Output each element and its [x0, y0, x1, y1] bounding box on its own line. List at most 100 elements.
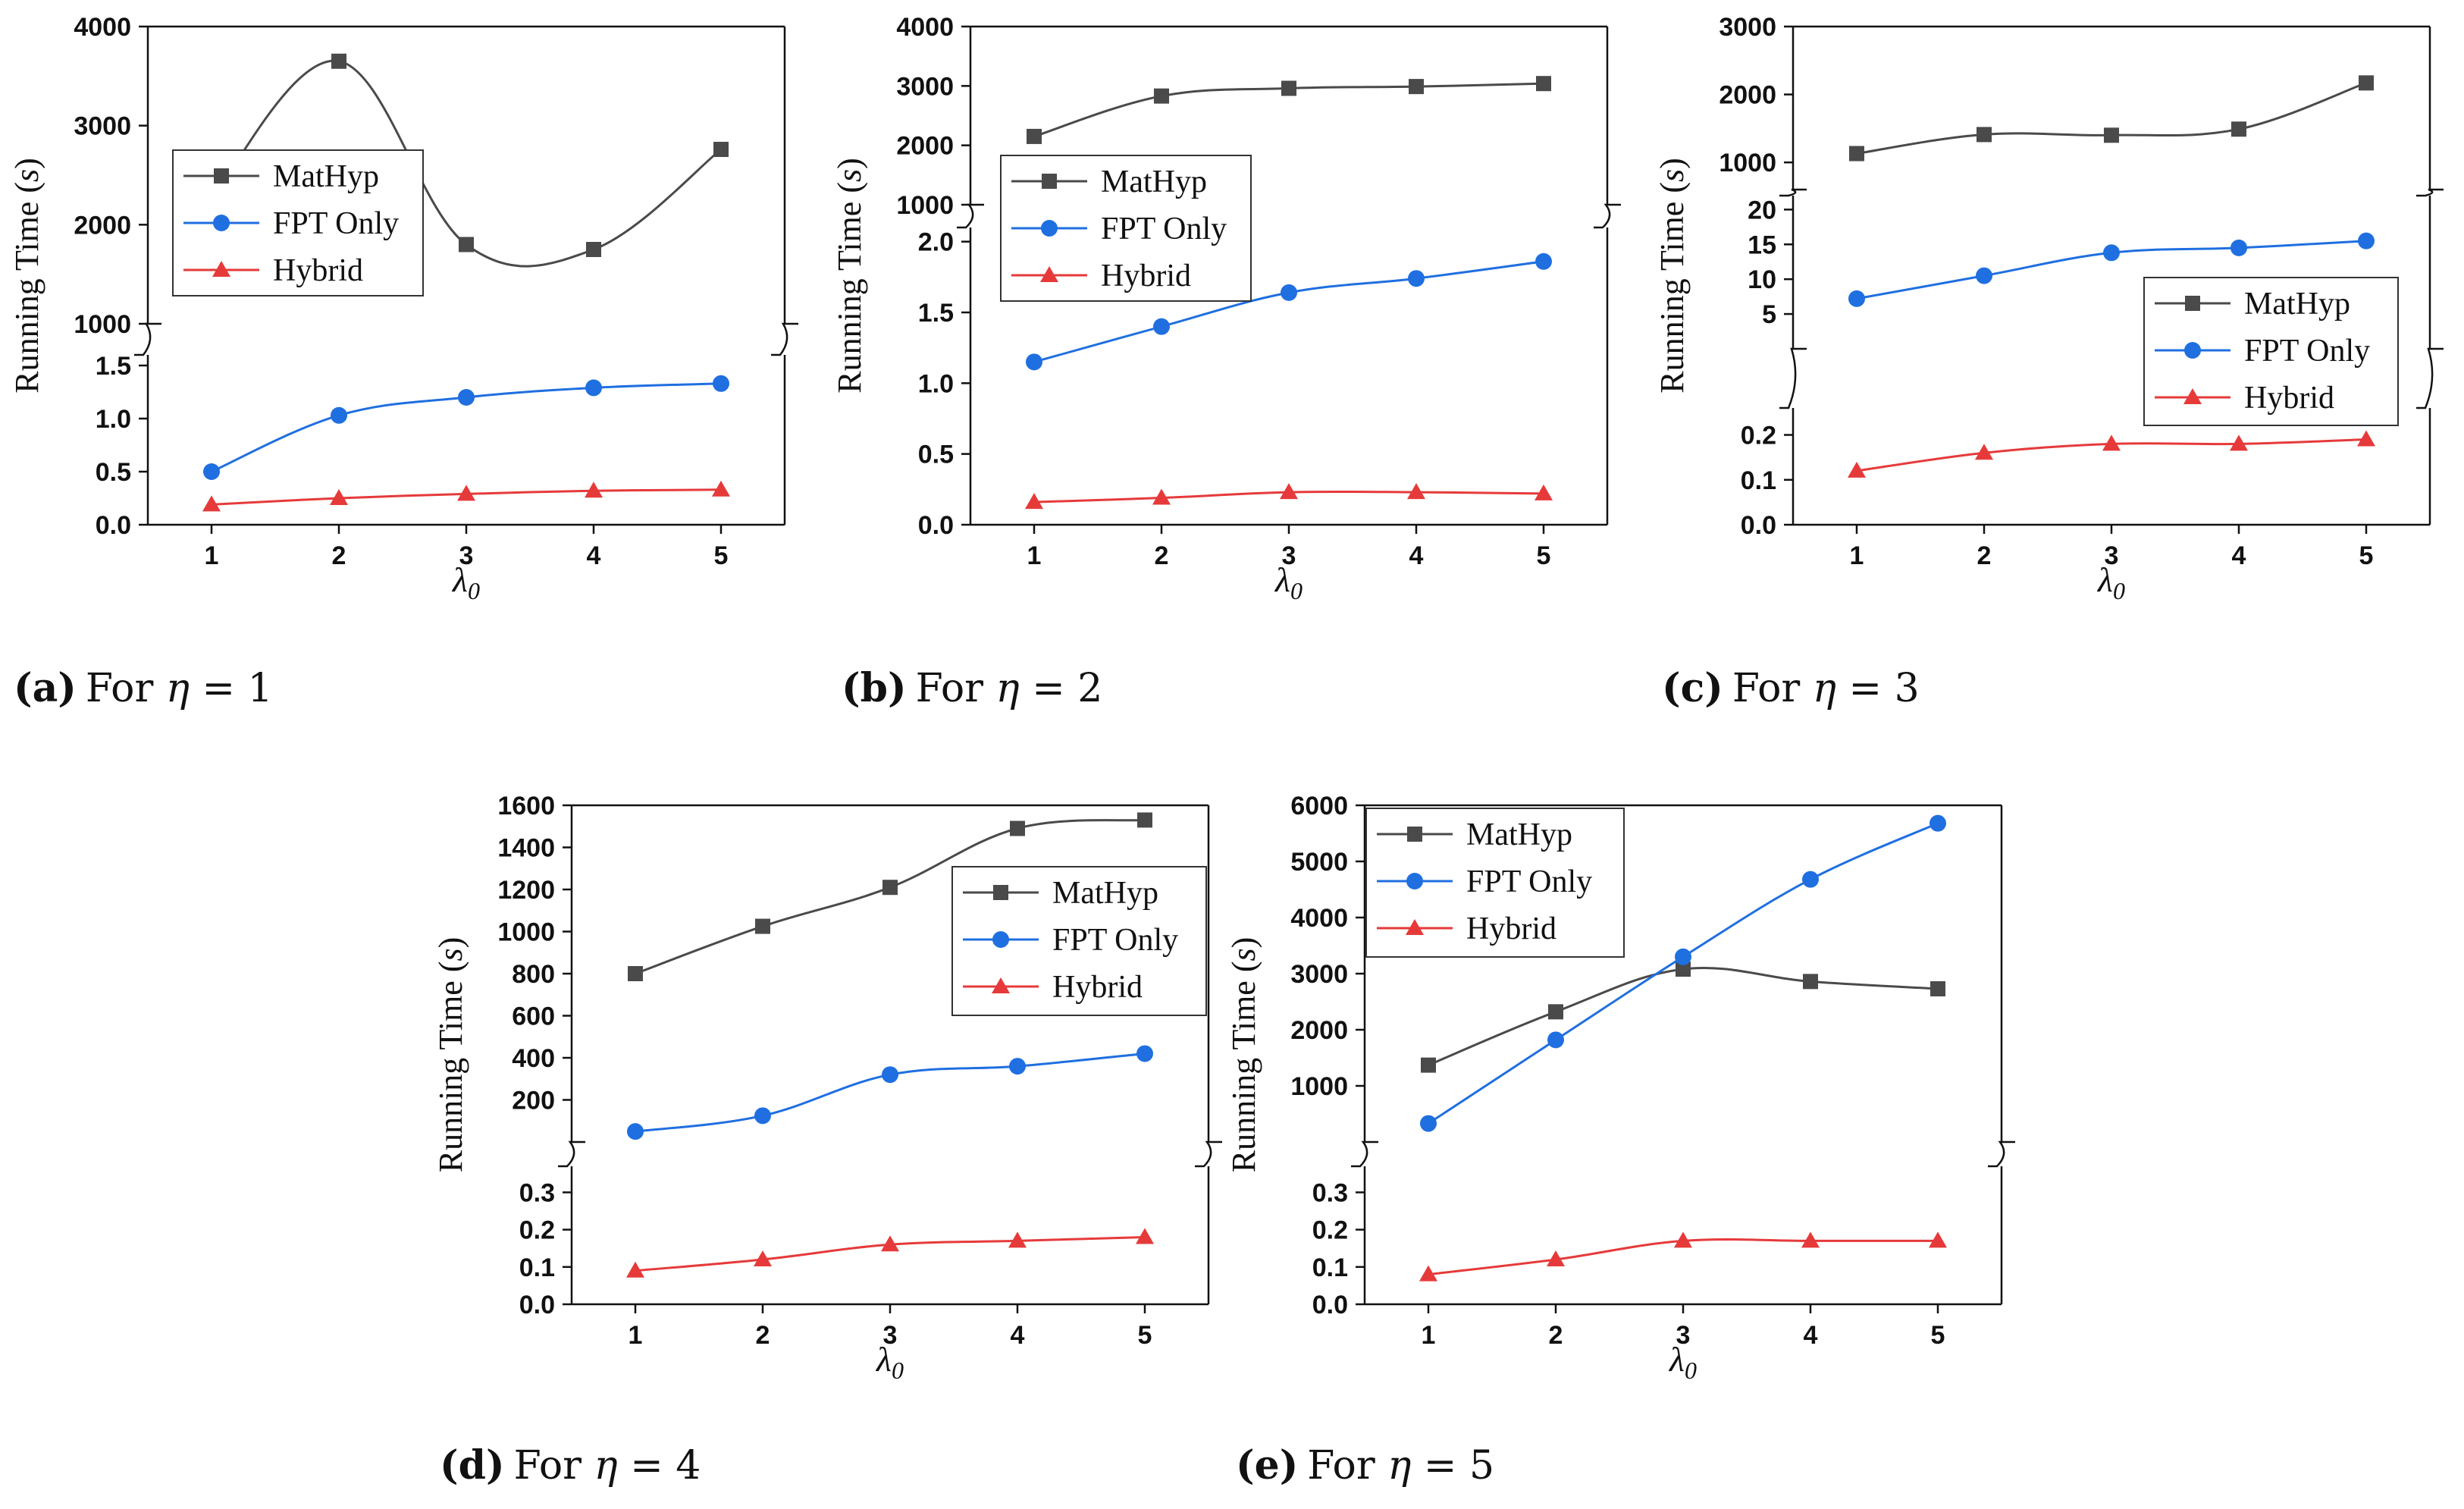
data-point [1407, 483, 1425, 500]
axis-break-left [1779, 188, 1807, 197]
x-tick-label: 4 [1011, 1321, 1025, 1350]
data-point [1535, 253, 1552, 270]
data-point [1408, 270, 1425, 287]
legend-swatch-marker [1042, 174, 1057, 189]
y-axis-label-close: ) [432, 937, 469, 949]
axis-break-left [1351, 1140, 1378, 1168]
legend-label: Hybrid [2244, 381, 2334, 416]
y-tick-label: 1.5 [96, 352, 131, 381]
series-fpt-only [1026, 253, 1552, 371]
x-tick-label: 2 [1549, 1321, 1563, 1350]
data-point [1153, 318, 1170, 335]
axis-break-right [1988, 1140, 2015, 1168]
y-tick-label: 5000 [1290, 848, 1348, 877]
data-point [331, 406, 347, 424]
y-tick-label: 3000 [1290, 960, 1348, 989]
series-line [1428, 966, 1939, 1067]
data-point [882, 880, 898, 896]
data-point [331, 53, 346, 69]
y-axis-label-close: ) [1654, 158, 1691, 169]
x-tick-label: 3 [883, 1321, 898, 1350]
legend-swatch-marker [1041, 220, 1058, 237]
data-point [203, 463, 220, 480]
y-tick-label: 0.1 [519, 1253, 555, 1282]
y-tick-label: 0.0 [96, 511, 131, 540]
data-point [1849, 146, 1864, 162]
y-axis-label: Running Time (s) [1654, 158, 1691, 394]
y-axis-label-close: ) [1225, 937, 1262, 949]
chart-caption: (c) For η = 3 [1662, 665, 1920, 711]
series-mathyp [1849, 75, 2374, 162]
caption-rest: = 3 [1836, 666, 1920, 711]
data-point [713, 142, 729, 158]
y-tick-label: 1000 [896, 191, 954, 220]
y-tick-label: 0.0 [1741, 511, 1776, 540]
y-tick-label: 1000 [1290, 1072, 1348, 1101]
series-line [210, 59, 722, 268]
y-tick-label: 15 [1748, 231, 1776, 259]
data-point [202, 495, 221, 512]
chart-caption: (a) For η = 1 [14, 665, 273, 711]
y-tick-label: 1.0 [96, 405, 131, 434]
caption-rest: = 4 [618, 1443, 701, 1489]
legend: MatHyp FPT Only Hybrid [1365, 808, 1625, 958]
series-hybrid [626, 1228, 1154, 1278]
data-point [1026, 353, 1042, 371]
y-axis-label-unit: s [831, 169, 868, 182]
data-point [1548, 1004, 1563, 1020]
axis-break-left [558, 1140, 585, 1168]
x-tick-label: 5 [1138, 1321, 1152, 1350]
data-point [713, 375, 729, 392]
legend-label: Hybrid [1101, 259, 1191, 293]
data-point [1848, 290, 1865, 307]
data-point [1281, 284, 1297, 301]
x-tick-label: 3 [1282, 541, 1296, 570]
y-tick-label: 800 [512, 960, 555, 989]
data-point [1154, 88, 1169, 104]
data-point [585, 379, 602, 397]
y-tick-label: 0.3 [1312, 1178, 1348, 1207]
y-tick-label: 0.0 [918, 511, 954, 540]
axis-break-right [1195, 1140, 1222, 1168]
y-tick-label: 5 [1762, 300, 1776, 329]
data-point [1675, 948, 1691, 965]
y-tick-label: 2000 [896, 132, 954, 161]
y-tick-label: 4000 [74, 13, 131, 42]
legend-swatch-marker [992, 977, 1010, 993]
axis-break-right [2416, 188, 2444, 197]
legend-label: FPT Only [1052, 923, 1178, 958]
caption-rest: = 5 [1411, 1443, 1494, 1489]
legend: MatHyp FPT Only Hybrid [172, 149, 424, 296]
y-tick-label: 4000 [896, 13, 954, 42]
legend-label: Hybrid [1052, 970, 1143, 1005]
y-axis-label: Running Time (s) [432, 937, 469, 1173]
x-tick-label: 2 [332, 541, 346, 570]
caption-rest: = 2 [1020, 666, 1103, 711]
data-point [1421, 1057, 1436, 1073]
caption-prefix: For [514, 1443, 594, 1489]
x-axis-label-sub: 0 [468, 577, 480, 604]
axis-break-left [134, 322, 161, 356]
y-tick-label: 1000 [74, 310, 131, 339]
legend-swatch-marker [993, 885, 1008, 900]
data-point [2359, 75, 2374, 91]
legend-label: MatHyp [1101, 165, 1207, 199]
legend-label: FPT Only [1101, 212, 1227, 246]
data-point [626, 1261, 644, 1278]
data-point [1674, 1231, 1692, 1248]
series-line [1856, 81, 2367, 155]
data-point [1027, 128, 1042, 144]
x-tick-label: 4 [1409, 541, 1424, 570]
caption-letter: (c) [1662, 665, 1723, 711]
legend-label: MatHyp [1052, 876, 1158, 911]
y-axis-label-main: Running Time ( [831, 182, 868, 394]
caption-symbol: η [1387, 1443, 1411, 1489]
data-point [754, 1107, 771, 1125]
axis-break-right [771, 322, 798, 356]
caption-symbol: η [594, 1443, 618, 1489]
y-tick-label: 4000 [1290, 904, 1348, 933]
x-tick-label: 4 [2232, 541, 2246, 570]
y-tick-label: 1400 [497, 834, 555, 863]
y-tick-label: 0.2 [519, 1216, 555, 1245]
data-point [1803, 974, 1818, 990]
